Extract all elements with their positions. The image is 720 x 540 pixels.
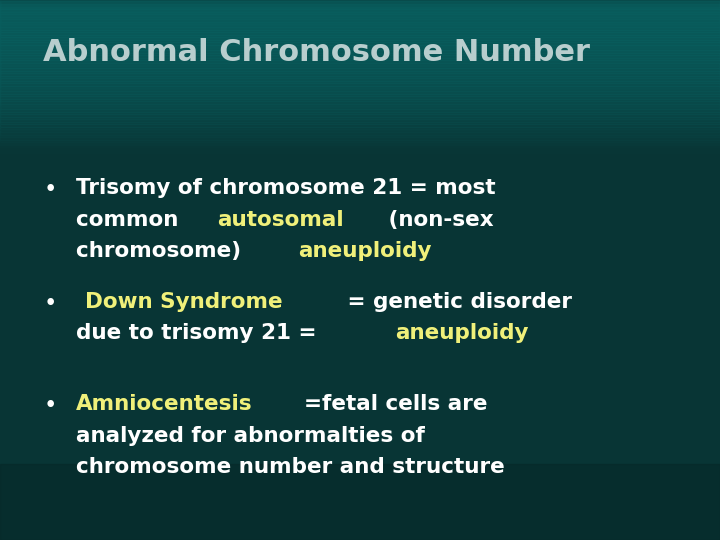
Bar (0, 76, 720, 86)
Text: •: • (43, 292, 57, 315)
Bar (0, 94, 720, 104)
Bar (0, 43, 720, 52)
Text: chromosome number and structure: chromosome number and structure (76, 457, 504, 477)
Bar (0, 132, 720, 142)
Text: Abnormal Chromosome Number: Abnormal Chromosome Number (43, 38, 590, 67)
Bar (0, 106, 720, 117)
Bar (0, 137, 720, 147)
Bar (0, 81, 720, 91)
Bar (0, 60, 720, 71)
Bar (0, 150, 720, 160)
Bar (0, 45, 720, 55)
Bar (0, 32, 720, 42)
Text: autosomal: autosomal (217, 210, 344, 230)
Bar (0, 114, 720, 124)
Bar (0, 135, 720, 145)
Bar (0, 19, 720, 30)
Bar (0, 125, 720, 134)
Text: •: • (43, 178, 57, 201)
Text: Down Syndrome: Down Syndrome (85, 292, 283, 312)
Text: analyzed for abnormalties of: analyzed for abnormalties of (76, 426, 425, 446)
Bar (0, 40, 720, 50)
Bar (0, 143, 720, 152)
Bar (0, 14, 720, 24)
Bar (0, 0, 720, 9)
Bar (0, 30, 720, 40)
Bar (0, 58, 720, 68)
Bar (0, 140, 720, 150)
Bar (0, 122, 720, 132)
Bar (0, 91, 720, 102)
Text: chromosome): chromosome) (76, 241, 248, 261)
Text: common: common (76, 210, 186, 230)
Bar (0, 22, 720, 32)
Bar (0, 50, 720, 60)
Bar (0, 73, 720, 83)
Bar (0, 4, 720, 14)
Bar (0, 109, 720, 119)
Bar (0, 55, 720, 65)
Text: aneuploidy: aneuploidy (298, 241, 432, 261)
Bar (0, 68, 720, 78)
Bar (0, 464, 720, 540)
Bar (0, 12, 720, 22)
Text: •: • (43, 394, 57, 417)
Bar (0, 9, 720, 19)
Bar (0, 117, 720, 127)
Bar (0, 86, 720, 96)
Bar (0, 37, 720, 48)
Bar (0, 127, 720, 137)
Text: =fetal cells are: =fetal cells are (304, 394, 487, 414)
Bar (0, 102, 720, 111)
Text: = genetic disorder: = genetic disorder (341, 292, 572, 312)
Bar (0, 48, 720, 58)
Text: aneuploidy: aneuploidy (395, 323, 529, 343)
Bar (0, 53, 720, 63)
Bar (0, 96, 720, 106)
Bar (0, 71, 720, 81)
Bar (0, 17, 720, 27)
Bar (0, 89, 720, 99)
Bar (0, 99, 720, 109)
Bar (0, 147, 720, 158)
Bar (0, 145, 720, 155)
Bar (0, 112, 720, 122)
Bar (0, 104, 720, 114)
Bar (0, 63, 720, 73)
Bar (0, 6, 720, 17)
Bar (0, 84, 720, 93)
Text: due to trisomy 21 =: due to trisomy 21 = (76, 323, 323, 343)
Text: Amniocentesis: Amniocentesis (76, 394, 252, 414)
Bar (0, 65, 720, 76)
Bar (0, 119, 720, 130)
Text: (non-sex: (non-sex (381, 210, 493, 230)
Bar (0, 35, 720, 45)
Text: Trisomy of chromosome 21 = most: Trisomy of chromosome 21 = most (76, 178, 495, 198)
Bar (0, 27, 720, 37)
Bar (0, 24, 720, 35)
Bar (0, 78, 720, 89)
Bar (0, 130, 720, 140)
Bar (0, 2, 720, 11)
